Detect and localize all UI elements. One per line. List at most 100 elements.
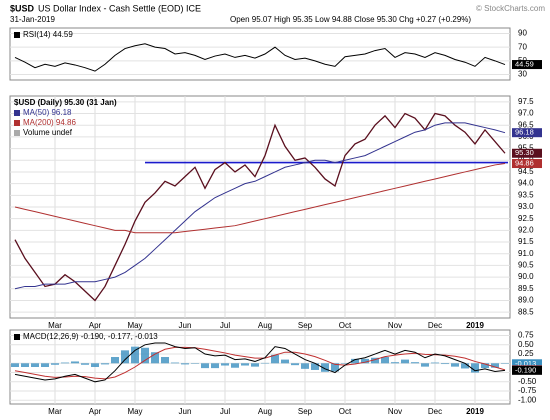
histogram-bar <box>421 363 429 367</box>
x-tick-label: Jun <box>179 321 192 330</box>
y-tick-label: 89.0 <box>518 296 534 305</box>
histogram-bar <box>471 363 479 373</box>
panel-title: $USD (Daily) 95.30 (31 Jan) <box>14 98 117 107</box>
legend-note: Volume undef <box>23 128 73 137</box>
histogram-bar <box>191 363 199 364</box>
y-tick-label: 90 <box>518 29 527 38</box>
x-tick-label: May <box>127 321 142 330</box>
date: 31-Jan-2019 <box>10 15 55 24</box>
y-tick-label: 0.50 <box>518 340 534 349</box>
series-line <box>14 346 506 380</box>
x-tick-label: Aug <box>258 321 272 330</box>
y-tick-label: 88.5 <box>518 307 534 316</box>
histogram-bar <box>81 363 89 365</box>
y-tick-label: 92.5 <box>518 214 534 223</box>
y-tick-label: 90.0 <box>518 272 534 281</box>
y-tick-label: 93.5 <box>518 190 534 199</box>
histogram-bar <box>351 358 359 364</box>
histogram-bar <box>291 363 299 366</box>
histogram-bar <box>261 362 269 364</box>
x-tick-label: Apr <box>89 407 102 416</box>
histogram-bar <box>51 363 59 365</box>
legend-swatch <box>14 32 20 38</box>
y-tick-label: 91.0 <box>518 249 534 258</box>
y-tick-label: 70 <box>518 42 527 51</box>
series-line <box>14 342 506 383</box>
value-tag: 44.59 <box>515 60 534 69</box>
histogram-bar <box>21 363 29 367</box>
histogram-bar <box>161 357 169 364</box>
histogram-bar <box>491 363 499 368</box>
y-tick-label: 94.0 <box>518 179 534 188</box>
value-tag-box <box>512 159 542 169</box>
y-tick-label: 94.5 <box>518 167 534 176</box>
legend-label: MA(200) 94.86 <box>23 118 76 127</box>
y-tick-label: -0.50 <box>518 377 537 386</box>
value-tag: -0.190 <box>515 365 536 374</box>
histogram-bar <box>441 363 449 365</box>
series-line <box>14 112 506 302</box>
histogram-bar <box>451 363 459 367</box>
histogram-bar <box>401 359 409 364</box>
histogram-bar <box>171 362 179 364</box>
panel-title: MACD(12,26,9) -0.190, -0.177, -0.013 <box>23 332 158 341</box>
x-tick-label: 2019 <box>466 407 484 416</box>
x-tick-label: 2019 <box>466 321 484 330</box>
y-tick-label: 97.0 <box>518 109 534 118</box>
value-tag-box <box>512 60 542 70</box>
histogram-bar <box>101 363 109 365</box>
panel-frame <box>9 27 511 81</box>
histogram-bar <box>31 363 39 367</box>
histogram-bar <box>241 363 249 366</box>
value-tag-box <box>512 365 542 375</box>
x-tick-label: Dec <box>428 407 442 416</box>
legend-swatch <box>14 110 20 116</box>
histogram-bar <box>311 363 319 370</box>
y-tick-label: 89.5 <box>518 284 534 293</box>
legend-label: MA(50) 96.18 <box>23 108 72 117</box>
legend-swatch <box>14 120 20 126</box>
x-tick-label: Jul <box>220 407 230 416</box>
histogram-bar <box>461 363 469 369</box>
x-tick-label: Jul <box>220 321 230 330</box>
y-tick-label: 30 <box>518 70 527 79</box>
histogram-bar <box>151 352 159 364</box>
histogram-bar <box>111 357 119 364</box>
watermark: © StockCharts.com <box>476 4 545 13</box>
value-tag: 95.30 <box>515 148 534 157</box>
x-tick-label: Jun <box>179 407 192 416</box>
histogram-bar <box>391 362 399 364</box>
value-tag-box <box>512 128 542 138</box>
x-tick-label: Oct <box>339 321 352 330</box>
histogram-bar <box>41 363 49 367</box>
y-tick-label: 92.0 <box>518 225 534 234</box>
x-tick-label: Sep <box>298 321 313 330</box>
y-tick-label: -0.75 <box>518 386 537 395</box>
quote: Open 95.07 High 95.35 Low 94.88 Close 95… <box>230 15 471 24</box>
histogram-bar <box>271 354 279 364</box>
histogram-bar <box>211 363 219 369</box>
histogram-bar <box>341 363 349 364</box>
value-tag-box <box>512 148 542 158</box>
series-line <box>14 43 506 72</box>
histogram-bar <box>201 363 209 369</box>
y-tick-label: 95.5 <box>518 144 534 153</box>
value-tag: -0.013 <box>515 359 536 368</box>
histogram-bar <box>371 357 379 364</box>
panel-frame <box>9 329 511 405</box>
histogram-bar <box>431 362 439 364</box>
histogram-bar <box>411 362 419 364</box>
histogram-bar <box>71 361 79 364</box>
series-line <box>14 122 506 290</box>
histogram-bar <box>361 358 369 364</box>
x-tick-label: Nov <box>388 321 402 330</box>
x-tick-label: Oct <box>339 407 352 416</box>
x-tick-label: Apr <box>89 321 102 330</box>
y-tick-label: 90.5 <box>518 261 534 270</box>
histogram-bar <box>141 347 149 364</box>
y-tick-label: 91.5 <box>518 237 534 246</box>
histogram-bar <box>251 363 259 367</box>
symbol: $USD <box>10 3 35 13</box>
